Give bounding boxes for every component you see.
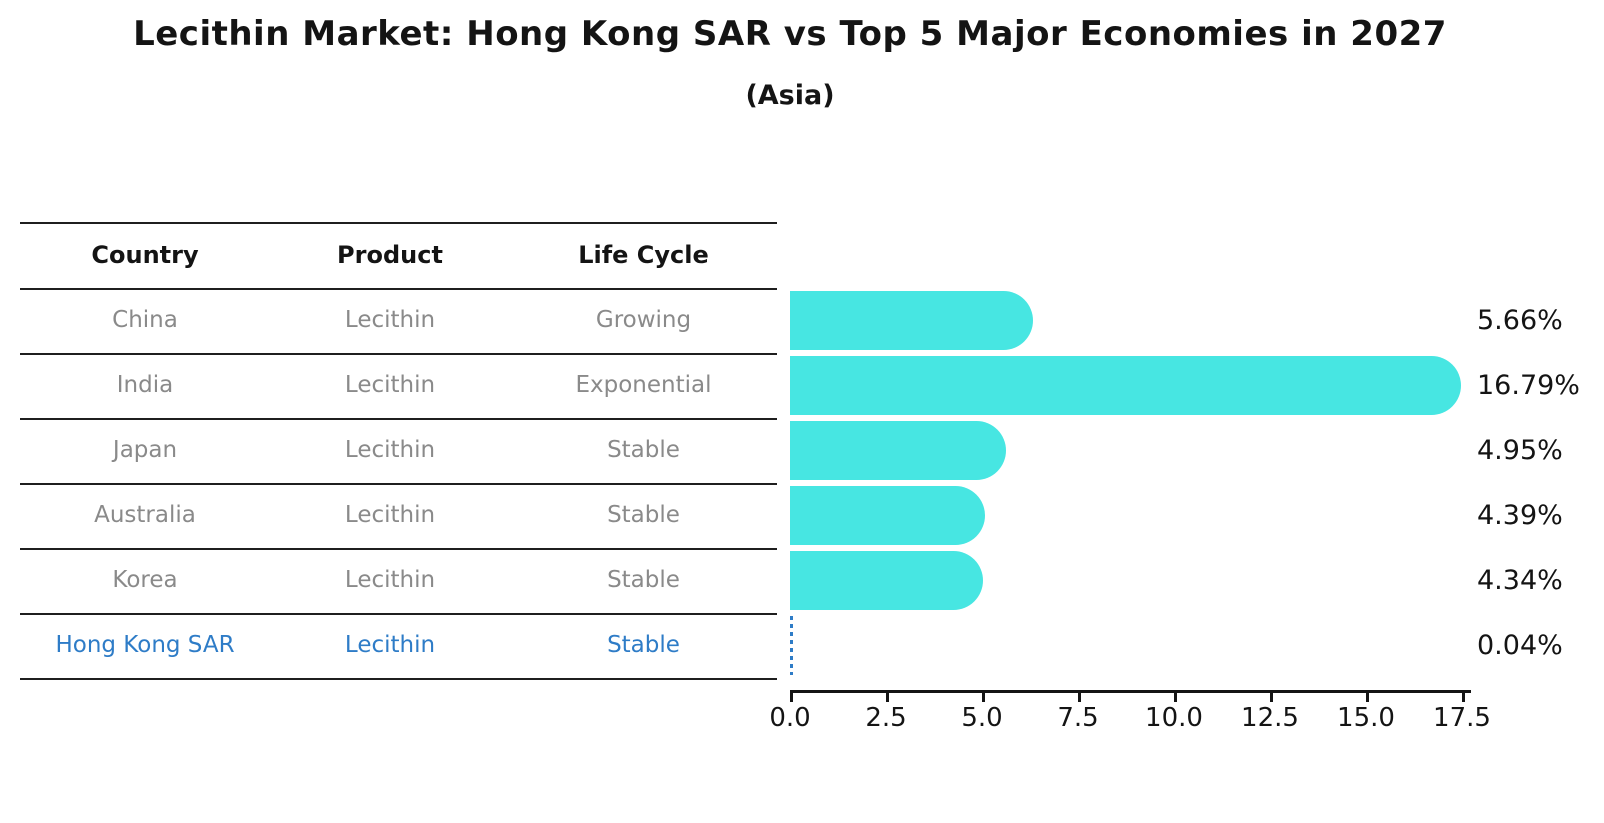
table-rule bbox=[20, 548, 777, 550]
x-axis-tick bbox=[790, 692, 793, 702]
table-rule bbox=[20, 353, 777, 355]
table-cell-country-highlighted: Hong Kong SAR bbox=[55, 632, 235, 658]
table-cell-product: Lecithin bbox=[344, 372, 436, 398]
table-cell-country: Australia bbox=[94, 502, 196, 528]
x-axis-tick-label: 15.0 bbox=[1337, 703, 1395, 733]
table-cell-product: Lecithin bbox=[344, 567, 436, 593]
chart-title: Lecithin Market: Hong Kong SAR vs Top 5 … bbox=[133, 14, 1447, 54]
x-axis-tick bbox=[1174, 692, 1177, 702]
table-cell-country: India bbox=[116, 372, 174, 398]
x-axis-tick-label: 2.5 bbox=[865, 703, 907, 733]
x-axis-tick bbox=[1078, 692, 1081, 702]
value-label: 5.66% bbox=[1477, 305, 1563, 336]
table-cell-product: Lecithin bbox=[344, 502, 436, 528]
value-label: 4.39% bbox=[1477, 500, 1563, 531]
table-rule bbox=[20, 483, 777, 485]
bar-hong-kong-sar bbox=[790, 616, 793, 675]
bar-japan bbox=[790, 421, 1006, 480]
x-axis-tick bbox=[982, 692, 985, 702]
chart-subtitle: (Asia) bbox=[745, 80, 835, 111]
x-axis-tick-label: 17.5 bbox=[1433, 703, 1491, 733]
x-axis-tick-label: 10.0 bbox=[1145, 703, 1203, 733]
table-rule bbox=[20, 288, 777, 290]
bar-korea bbox=[790, 551, 983, 610]
table-rule bbox=[20, 418, 777, 420]
table-header-life-cycle: Life Cycle bbox=[578, 241, 709, 269]
table-cell-life-cycle: Stable bbox=[607, 502, 680, 528]
table-cell-life-cycle: Exponential bbox=[575, 372, 712, 398]
table-cell-life-cycle: Stable bbox=[607, 567, 680, 593]
x-axis-tick bbox=[1462, 692, 1465, 702]
x-axis-tick-label: 0.0 bbox=[769, 703, 811, 733]
table-header-country: Country bbox=[91, 241, 199, 269]
bar-australia bbox=[790, 486, 985, 545]
value-label: 4.34% bbox=[1477, 565, 1563, 596]
x-axis-tick-label: 7.5 bbox=[1057, 703, 1099, 733]
table-cell-life-cycle: Growing bbox=[595, 307, 692, 333]
table-cell-life-cycle-highlighted: Stable bbox=[607, 632, 680, 658]
x-axis-tick-label: 12.5 bbox=[1241, 703, 1299, 733]
table-rule bbox=[20, 613, 777, 615]
table-header-product: Product bbox=[337, 241, 443, 269]
table-cell-product: Lecithin bbox=[344, 437, 436, 463]
value-label: 4.95% bbox=[1477, 435, 1563, 466]
table-cell-product-highlighted: Lecithin bbox=[344, 632, 436, 658]
x-axis-tick bbox=[1270, 692, 1273, 702]
table-cell-country: China bbox=[112, 307, 178, 333]
x-axis-tick bbox=[886, 692, 889, 702]
table-rule bbox=[20, 222, 777, 224]
bar-india bbox=[790, 356, 1461, 415]
x-axis-tick bbox=[1366, 692, 1369, 702]
table-cell-product: Lecithin bbox=[344, 307, 436, 333]
table-cell-country: Korea bbox=[112, 567, 178, 593]
value-label: 0.04% bbox=[1477, 630, 1563, 661]
x-axis-line bbox=[790, 690, 1471, 693]
x-axis-tick-label: 5.0 bbox=[961, 703, 1003, 733]
value-label: 16.79% bbox=[1477, 370, 1580, 401]
table-cell-country: Japan bbox=[112, 437, 178, 463]
table-rule bbox=[20, 678, 777, 680]
table-cell-life-cycle: Stable bbox=[607, 437, 680, 463]
bar-china bbox=[790, 291, 1033, 350]
